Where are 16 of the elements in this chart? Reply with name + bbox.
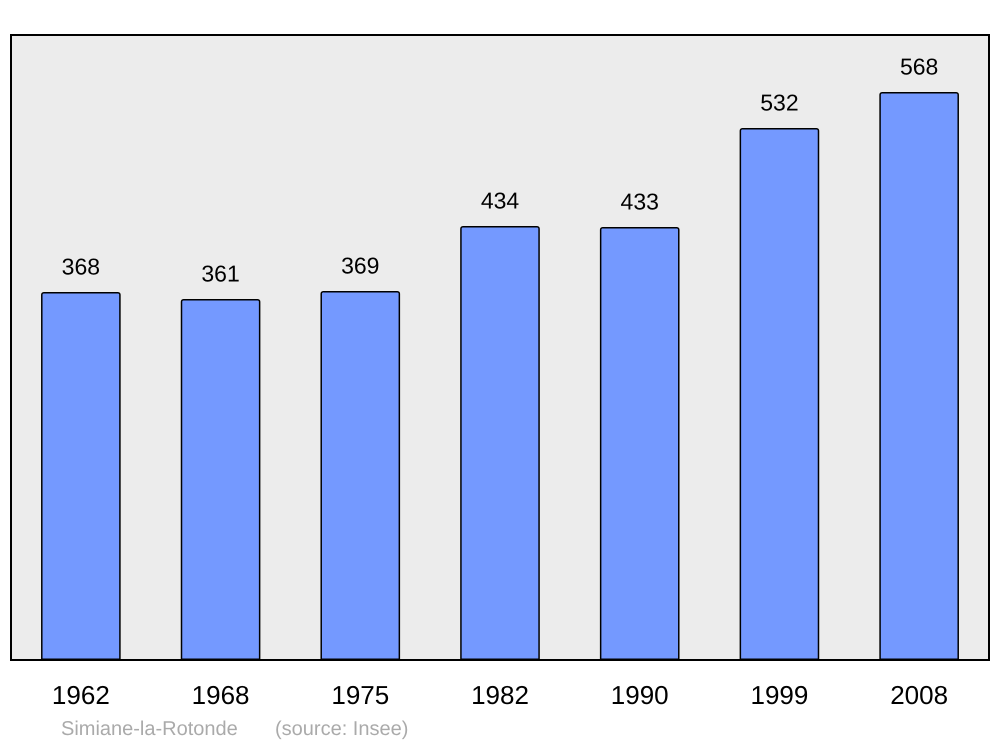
x-tick-label: 1990 xyxy=(610,680,669,710)
text: (source: Insee) xyxy=(275,718,408,740)
data-label: 369 xyxy=(341,252,380,278)
data-label: 433 xyxy=(620,188,659,214)
data-label: 568 xyxy=(900,54,938,80)
data-label: 532 xyxy=(760,90,799,116)
x-tick-label: 1968 xyxy=(192,680,250,710)
data-label: 368 xyxy=(62,254,100,280)
text: Simiane-la-Rotonde xyxy=(61,718,238,740)
x-tick-label: 1982 xyxy=(471,680,529,710)
x-tick-label: 2008 xyxy=(890,680,948,710)
data-label: 361 xyxy=(201,260,240,286)
x-tick-label: 1962 xyxy=(52,680,110,710)
x-tick-label: 1999 xyxy=(750,680,808,710)
data-label: 434 xyxy=(480,188,520,214)
x-tick-label: 1975 xyxy=(331,680,390,710)
